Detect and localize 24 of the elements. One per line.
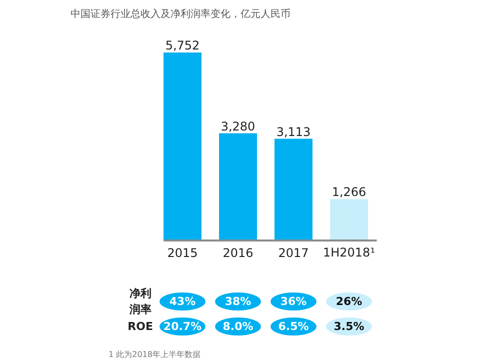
bar [274, 138, 312, 240]
text: 26% [336, 295, 362, 308]
bar [330, 199, 368, 240]
x-tick-label: 1H2018¹ [322, 246, 376, 260]
x-tick-label: 2015 [167, 246, 198, 260]
text: ROE [128, 320, 153, 333]
text: 43% [169, 295, 196, 308]
bar [164, 52, 202, 240]
data-label: 3,113 [276, 124, 311, 139]
text: 6.5% [278, 320, 309, 333]
bar [219, 133, 257, 240]
text: 1 此为2018年上半年数据 [108, 350, 200, 359]
text: 38% [224, 295, 252, 308]
data-label: 5,752 [165, 38, 200, 52]
text: 8.0% [222, 320, 254, 333]
text: 36% [280, 295, 307, 308]
text: 3.5% [334, 320, 364, 333]
text: 净利润率 [128, 287, 152, 316]
text: 20.7% [163, 320, 202, 333]
x-tick-label: 2016 [222, 246, 254, 260]
chart-title: 中国证券行业总收入及净利润率变化，亿元人民币 [70, 8, 290, 20]
data-label: 1,266 [332, 185, 366, 200]
data-label: 3,280 [220, 119, 256, 134]
x-tick-label: 2017 [278, 246, 309, 260]
